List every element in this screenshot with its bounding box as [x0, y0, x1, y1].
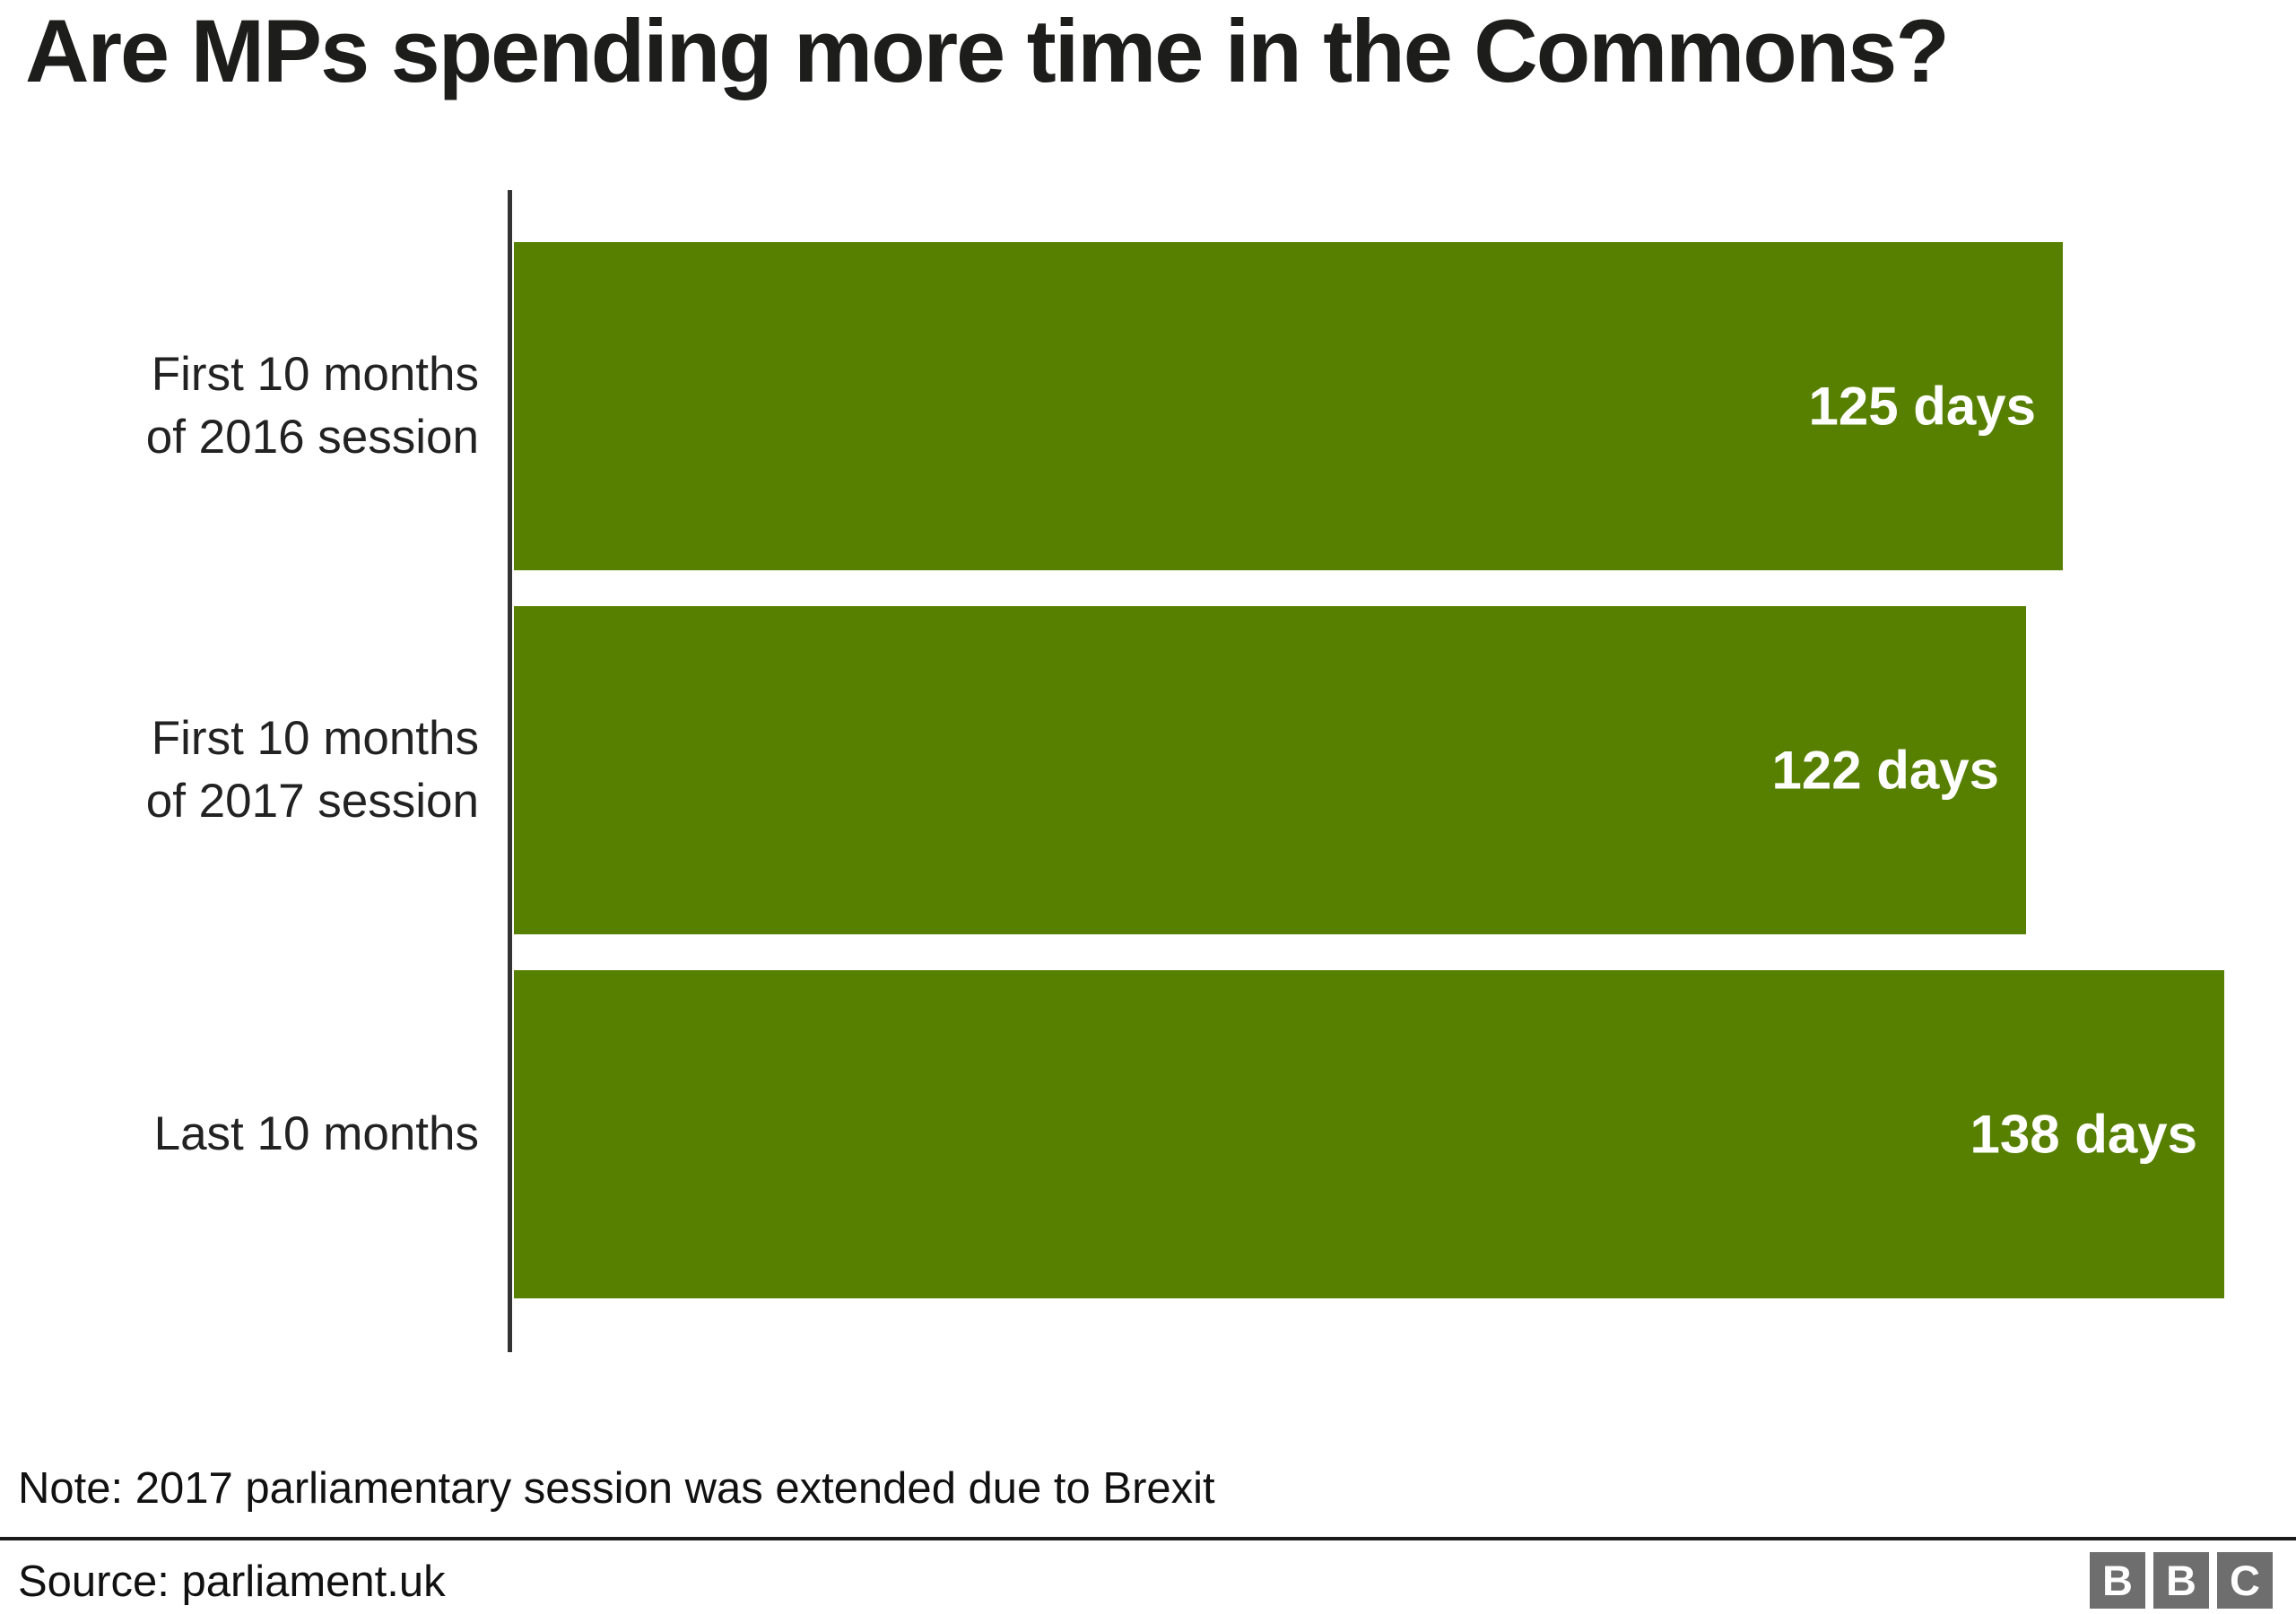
bar-row: First 10 months of 2016 session 125 days: [0, 242, 2296, 570]
chart-note: Note: 2017 parliamentary session was ext…: [18, 1464, 1215, 1513]
category-label: First 10 months of 2016 session: [145, 348, 479, 464]
bar-row: First 10 months of 2017 session 122 days: [0, 606, 2296, 934]
category-label: Last 10 months: [153, 1107, 479, 1161]
bbc-logo-letter: B: [2153, 1552, 2209, 1609]
bar: 122 days: [514, 606, 2026, 934]
bar-value-label: 138 days: [1970, 1104, 2197, 1165]
bar-value-label: 122 days: [1771, 740, 1999, 801]
bar-value-label: 125 days: [1808, 376, 2036, 437]
chart-title: Are MPs spending more time in the Common…: [25, 1, 1950, 100]
plot-area: First 10 months of 2016 session 125 days F…: [0, 190, 2296, 1352]
footer-divider: [0, 1537, 2296, 1540]
source-attribution: Source: parliament.uk: [18, 1558, 446, 1606]
bbc-logo-letter: C: [2217, 1552, 2273, 1609]
y-axis-line: [508, 190, 512, 1352]
bar-row: Last 10 months 138 days: [0, 970, 2296, 1298]
bar: 125 days: [514, 242, 2063, 570]
bar: 138 days: [514, 970, 2224, 1298]
bbc-logo: B B C: [2090, 1552, 2273, 1609]
category-label: First 10 months of 2017 session: [145, 712, 479, 828]
bbc-logo-letter: B: [2090, 1552, 2145, 1609]
